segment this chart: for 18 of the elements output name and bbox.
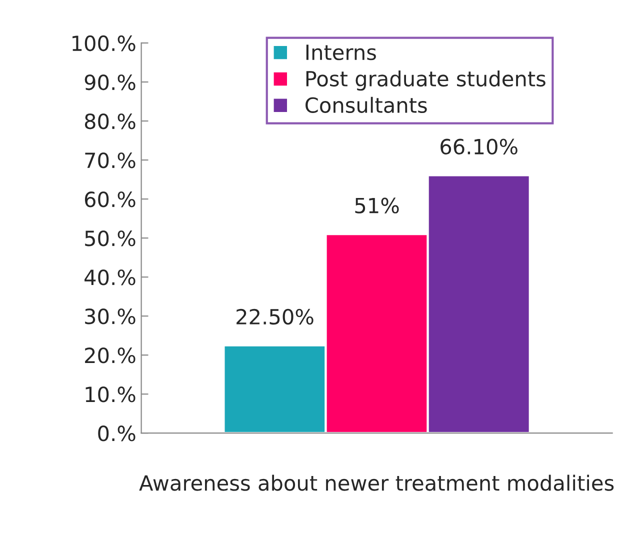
data-label: 22.50% bbox=[236, 308, 314, 325]
legend-label: Interns bbox=[306, 44, 376, 60]
legend-label: Consultants bbox=[306, 96, 427, 113]
data-label: 51% bbox=[355, 198, 399, 214]
legend-label: Post graduate students bbox=[306, 70, 546, 91]
y-tick-label: 0.% bbox=[98, 426, 136, 442]
y-tick-label: 90.% bbox=[84, 74, 136, 90]
y-tick-label: 80.% bbox=[84, 113, 136, 130]
y-tick-label: 30.% bbox=[85, 308, 136, 324]
y-tick-label: 10.% bbox=[86, 386, 136, 402]
data-label: 66.10% bbox=[440, 138, 518, 155]
y-tick-label: 70.% bbox=[85, 152, 136, 168]
y-tick-label: 100.% bbox=[72, 35, 136, 52]
y-tick-label: 50.% bbox=[85, 230, 136, 246]
y-tick-label: 60.% bbox=[84, 191, 136, 208]
y-tick-label: 40.% bbox=[84, 269, 136, 286]
x-tick-label: Awareness about newer treatment modalities bbox=[139, 474, 614, 491]
y-tick-label: 20.% bbox=[85, 348, 136, 364]
